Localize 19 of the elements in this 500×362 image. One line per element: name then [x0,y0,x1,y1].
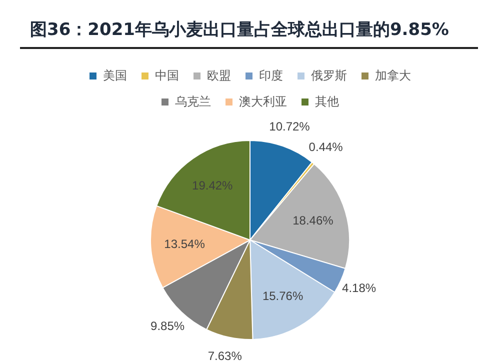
legend-label: 美国 [103,68,127,82]
legend-label: 俄罗斯 [311,68,347,82]
data-label: 13.54% [164,237,206,252]
data-label: 19.42% [192,178,234,192]
data-label: 15.76% [262,289,304,304]
legend-label: 澳大利亚 [239,94,287,108]
legend-label: 乌克兰 [175,94,211,108]
chart-title: 图36：2021年乌小麦出口量占全球总出口量的9.85% [20,18,478,49]
data-label: 9.85% [150,318,185,333]
data-label: 7.63% [208,349,242,362]
data-label: 10.72% [269,120,310,134]
legend-label: 其他 [315,94,339,108]
data-label: 4.18% [342,281,376,296]
data-label: 18.46% [292,214,334,228]
data-label: 0.44% [308,140,344,154]
legend-label: 欧盟 [207,68,231,82]
legend-label: 加拿大 [375,68,411,82]
legend-label: 中国 [155,68,179,82]
legend-label: 印度 [259,68,283,82]
